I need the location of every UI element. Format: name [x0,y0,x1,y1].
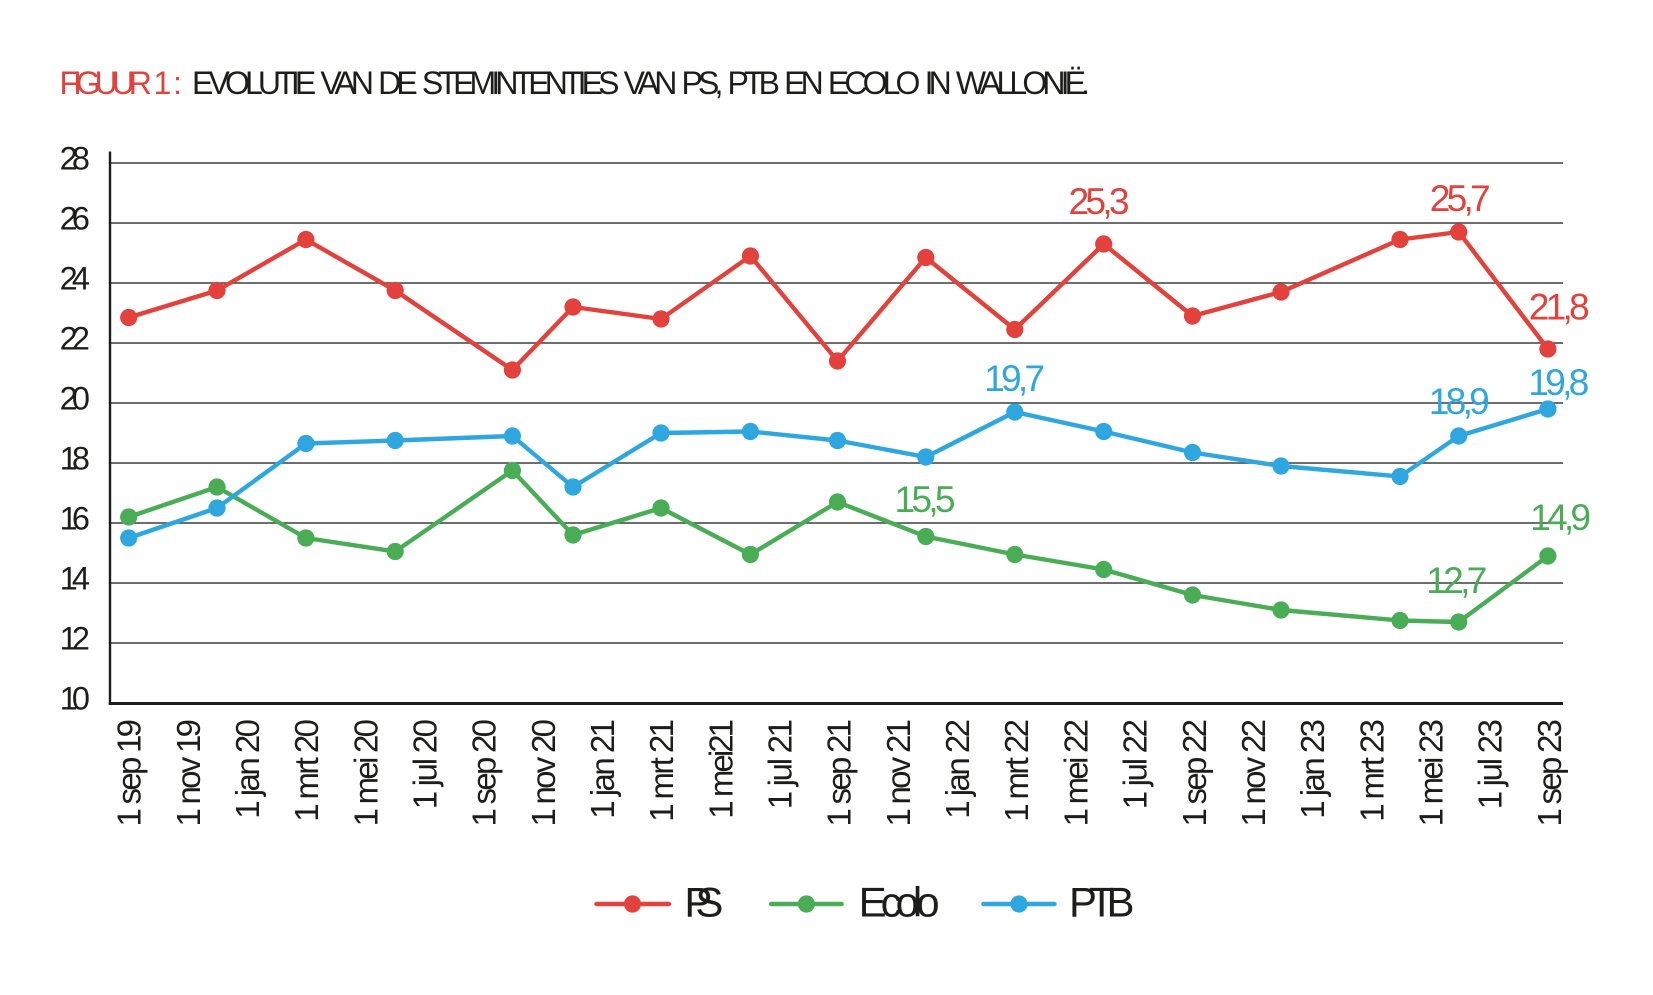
svg-text:15,5: 15,5 [895,478,956,520]
svg-text:1 mei21: 1 mei21 [702,719,739,819]
svg-text:25,3: 25,3 [1069,180,1130,222]
svg-text:1 jan 23: 1 jan 23 [1294,719,1331,819]
svg-text:1 mrt 20: 1 mrt 20 [288,719,325,822]
svg-text:1 mrt 22: 1 mrt 22 [998,719,1035,822]
svg-text:1 jul 20: 1 jul 20 [407,719,444,809]
svg-text:21,8: 21,8 [1529,285,1590,327]
svg-text:24: 24 [60,261,90,297]
svg-text:20: 20 [60,381,90,417]
svg-text:10: 10 [60,681,90,717]
svg-text:25,7: 25,7 [1430,177,1491,219]
svg-text:PTB: PTB [1069,878,1135,925]
svg-text:1 jul 23: 1 jul 23 [1472,719,1509,809]
svg-text:19,8: 19,8 [1528,361,1589,403]
svg-text:18: 18 [60,441,90,477]
svg-text:1 jul 21: 1 jul 21 [762,719,799,809]
svg-text:1 jul 22: 1 jul 22 [1117,719,1154,809]
svg-text:22: 22 [60,321,90,357]
svg-text:EVOLUTIE VAN DE STEMINTENTIES: EVOLUTIE VAN DE STEMINTENTIES VAN PS, PT… [192,65,1090,101]
svg-text:1 sep 22: 1 sep 22 [1176,719,1213,827]
svg-text:12: 12 [60,621,90,657]
svg-text:1 mrt 21: 1 mrt 21 [643,719,680,822]
svg-text:1 nov 19: 1 nov 19 [170,719,207,827]
svg-text:1 sep 19: 1 sep 19 [111,719,148,827]
svg-text:1 nov 20: 1 nov 20 [525,719,562,827]
svg-text:1 jan 21: 1 jan 21 [584,719,621,819]
svg-text:18,9: 18,9 [1429,380,1490,422]
svg-text:26: 26 [60,201,90,237]
svg-text:1 jan 22: 1 jan 22 [939,719,976,819]
svg-text:1 mei 20: 1 mei 20 [347,719,384,826]
svg-text:14: 14 [60,561,90,597]
svg-text:1 jan 20: 1 jan 20 [229,719,266,819]
svg-text:1 mei 22: 1 mei 22 [1057,719,1094,826]
svg-text:Ecolo: Ecolo [859,878,940,925]
svg-text:1 mrt 23: 1 mrt 23 [1353,719,1390,822]
svg-text:28: 28 [60,141,90,177]
svg-text:PS: PS [684,878,723,925]
svg-text:1 sep 23: 1 sep 23 [1531,719,1568,827]
svg-text:1 sep 21: 1 sep 21 [821,719,858,827]
svg-text:16: 16 [60,501,90,537]
svg-text:14,9: 14,9 [1530,496,1591,538]
svg-text:12,7: 12,7 [1426,559,1487,601]
svg-text:19,7: 19,7 [984,357,1045,399]
svg-text:1 sep 20: 1 sep 20 [466,719,503,827]
svg-text:FIGUUR 1 :: FIGUUR 1 : [60,65,183,101]
svg-text:1 mei 23: 1 mei 23 [1412,719,1449,826]
svg-text:1 nov 21: 1 nov 21 [880,719,917,827]
svg-text:1 nov 22: 1 nov 22 [1235,719,1272,827]
